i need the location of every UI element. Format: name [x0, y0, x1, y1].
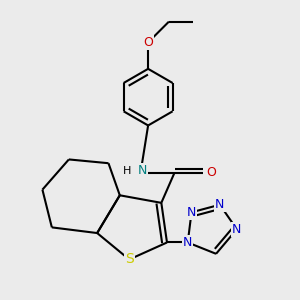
Text: S: S	[125, 253, 134, 266]
Text: O: O	[206, 166, 216, 179]
Text: N: N	[215, 198, 224, 211]
Text: H: H	[123, 166, 131, 176]
Text: O: O	[143, 36, 153, 49]
Text: N: N	[187, 206, 196, 219]
Text: N: N	[183, 236, 192, 249]
Text: N: N	[232, 223, 242, 236]
Text: N: N	[138, 164, 147, 177]
